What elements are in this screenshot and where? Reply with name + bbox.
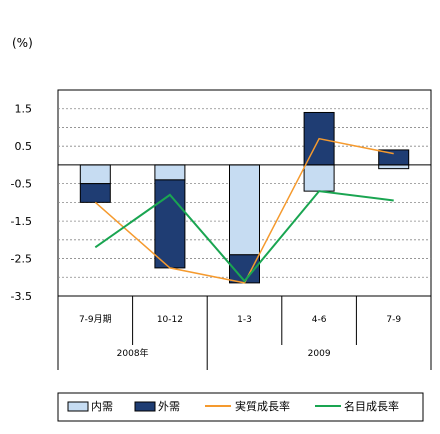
legend: 内需 外需 実質成長率 名目成長率 — [57, 392, 424, 422]
x-tick-label: 10-12 — [157, 315, 183, 325]
legend-label: 内需 — [91, 399, 113, 413]
bar-domestic — [79, 164, 111, 185]
legend-box — [57, 392, 424, 422]
legend-label: 実質成長率 — [235, 399, 290, 413]
year-group-label: 2009 — [308, 349, 331, 359]
nominal-growth-line — [94, 190, 394, 283]
real-growth-line — [94, 137, 394, 284]
y-tick-label: -1.5 — [11, 215, 32, 228]
y-axis: 1.5 0.5 -0.5 -1.5 -2.5 -3.5 — [11, 103, 32, 303]
bar-external — [79, 183, 111, 203]
bar-external — [154, 179, 186, 269]
legend-label: 名目成長率 — [344, 399, 399, 413]
bar-domestic — [303, 164, 335, 192]
legend-swatch — [67, 401, 89, 412]
bar-domestic — [154, 164, 186, 181]
y-tick-label: -3.5 — [11, 290, 32, 303]
y-tick-label: -0.5 — [11, 178, 32, 191]
legend-label: 外需 — [158, 400, 180, 413]
y-tick-label: 0.5 — [15, 140, 33, 153]
x-tick-label: 7-9 — [386, 315, 401, 325]
category-table: 7-9月期 10-12 1-3 4-6 7-9 2008年 2009 — [57, 296, 432, 370]
x-tick-label: 7-9月期 — [79, 314, 112, 325]
bar-domestic — [378, 164, 410, 170]
y-tick-label: 1.5 — [15, 103, 33, 116]
x-tick-label: 1-3 — [237, 315, 252, 325]
bar-domestic — [229, 164, 260, 256]
legend-swatch — [134, 401, 156, 412]
year-group-label: 2008年 — [117, 347, 149, 359]
lines — [94, 137, 394, 284]
x-tick-label: 4-6 — [312, 315, 327, 325]
y-tick-label: -2.5 — [11, 253, 32, 266]
unit-label: (%) — [12, 36, 33, 50]
